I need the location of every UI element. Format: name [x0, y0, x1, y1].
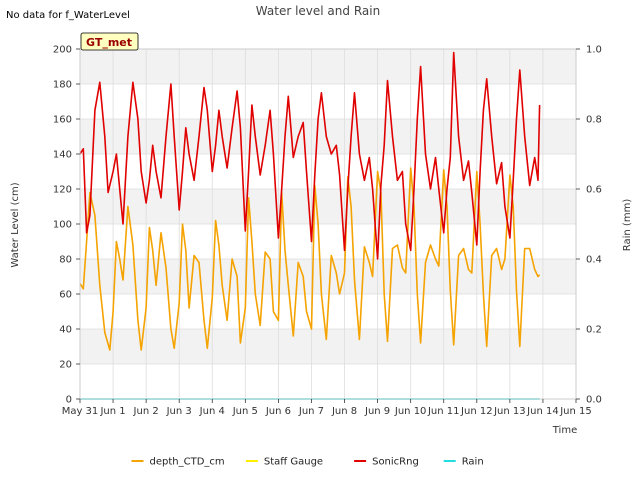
y-tick-label: 80 [59, 255, 72, 266]
x-tick-label: Jun 4 [199, 406, 225, 417]
x-tick-label: Jun 11 [427, 406, 460, 417]
no-data-note: No data for f_WaterLevel [6, 10, 130, 21]
background-band [80, 364, 576, 399]
x-axis: May 31 Jun 1 Jun 2 Jun 3 Jun 4 Jun 5 Jun 6 Jun … [62, 399, 592, 417]
y2-tick-label: 0.4 [586, 255, 602, 266]
x-tick-label: Jun 2 [133, 406, 159, 417]
y2-tick-label: 0.8 [586, 115, 602, 126]
y-tick-label: 100 [53, 220, 72, 231]
y-tick-label: 40 [59, 325, 72, 336]
x-axis-title: Time [552, 425, 577, 436]
x-tick-label: Jun 7 [298, 406, 324, 417]
x-tick-label: Jun 1 [99, 406, 125, 417]
x-tick-label: Jun 8 [331, 406, 357, 417]
background-band [80, 224, 576, 259]
y-axis-left: 0 20 40 60 80 100 120 140 160 180 200 [53, 45, 80, 406]
legend-label: depth_CTD_cm [150, 457, 225, 468]
x-tick-label: Jun 10 [394, 406, 427, 417]
background-band [80, 329, 576, 364]
x-tick-label: Jun 3 [166, 406, 192, 417]
y-tick-label: 60 [59, 290, 72, 301]
chart-title: Water level and Rain [256, 4, 380, 18]
x-tick-label: Jun 12 [460, 406, 493, 417]
background-band [80, 119, 576, 154]
legend-label: SonicRng [372, 457, 419, 468]
x-tick-label: May 31 [62, 406, 99, 417]
y-axis-title: Water Level (cm) [10, 182, 21, 267]
y2-tick-label: 0.0 [586, 395, 602, 406]
y-tick-label: 140 [53, 150, 72, 161]
y-tick-label: 200 [53, 45, 72, 56]
background-band [80, 259, 576, 294]
series-line-depth-ctd-cm [79, 167, 541, 351]
site-badge: GT_met [80, 32, 139, 51]
x-tick-label: Jun 14 [526, 406, 559, 417]
legend-label: Rain [462, 457, 484, 468]
background-band [80, 84, 576, 119]
y-tick-label: 160 [53, 115, 72, 126]
legend-item-depth-ctd-cm: depth_CTD_cm [131, 457, 225, 468]
legend: depth_CTD_cm Staff Gauge SonicRng Rain [131, 457, 484, 468]
legend-item-staff-gauge: Staff Gauge [245, 457, 323, 468]
legend-item-rain: Rain [443, 457, 484, 468]
legend-item-sonicrng: SonicRng [354, 457, 419, 468]
site-badge-label: GT_met [86, 36, 132, 49]
series-line-sonicrng [79, 51, 541, 260]
x-tick-label: Jun 15 [559, 406, 592, 417]
y2-tick-label: 0.2 [586, 325, 602, 336]
y-tick-label: 120 [53, 185, 72, 196]
legend-label: Staff Gauge [264, 457, 323, 468]
y2-tick-label: 0.6 [586, 185, 602, 196]
y-axis-right: 0.0 0.2 0.4 0.6 0.8 1.0 [576, 45, 602, 406]
x-tick-label: Jun 5 [232, 406, 258, 417]
x-tick-label: Jun 9 [364, 406, 390, 417]
background-band [80, 189, 576, 224]
x-tick-label: Jun 13 [493, 406, 526, 417]
y2-tick-label: 1.0 [586, 45, 602, 56]
y-tick-label: 20 [59, 360, 72, 371]
y2-axis-title: Rain (mm) [622, 199, 633, 252]
y-tick-label: 180 [53, 80, 72, 91]
x-tick-label: Jun 6 [265, 406, 291, 417]
y-tick-label: 0 [66, 395, 72, 406]
background-band [80, 49, 576, 84]
